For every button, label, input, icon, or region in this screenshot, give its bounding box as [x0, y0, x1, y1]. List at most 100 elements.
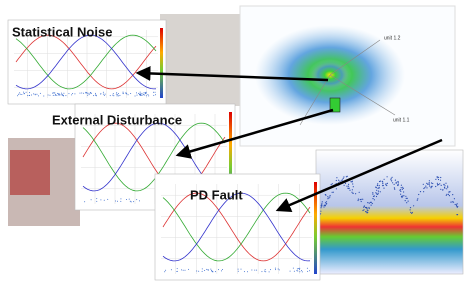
panel-part	[275, 268, 276, 269]
panel-part	[449, 195, 450, 196]
panel-part	[141, 93, 142, 94]
panel-part	[131, 201, 132, 202]
panel-part	[302, 271, 303, 272]
panel-part	[19, 92, 20, 93]
panel-part	[164, 271, 165, 272]
panel-part	[327, 198, 328, 199]
panel-part	[359, 192, 360, 193]
panel-part	[63, 95, 64, 96]
panel-part	[431, 182, 432, 183]
panel-part	[386, 185, 387, 186]
panel-part	[79, 93, 80, 94]
panel-part	[104, 95, 105, 96]
panel-part	[439, 183, 440, 184]
panel-part	[143, 92, 144, 93]
panel-part	[387, 183, 388, 184]
panel-part	[397, 185, 398, 186]
panel-part	[138, 93, 139, 94]
panel-part	[297, 268, 298, 269]
panel-part	[444, 187, 445, 188]
panel-part	[425, 186, 426, 187]
panel-part	[89, 94, 90, 95]
panel-part	[40, 93, 41, 94]
panel-part	[31, 95, 32, 96]
panel-part	[240, 269, 241, 270]
panel-part	[368, 207, 369, 208]
panel-part	[424, 187, 425, 188]
panel-part	[325, 195, 326, 196]
panel-part	[153, 95, 154, 96]
panel-part	[20, 94, 21, 95]
panel-part	[403, 188, 404, 189]
panel-part	[129, 199, 130, 200]
panel-part	[130, 93, 131, 94]
panel-part	[118, 93, 119, 94]
panel-part	[90, 92, 91, 93]
panel-part	[91, 93, 92, 94]
panel-part	[86, 92, 87, 93]
panel-part	[58, 94, 59, 95]
panel-part	[55, 94, 56, 95]
panel-part	[446, 188, 447, 189]
panel-part	[375, 192, 376, 193]
panel-part	[96, 201, 97, 202]
panel-part	[376, 196, 377, 197]
scatter-panel: unit 1.2 unit 1.1	[240, 6, 455, 146]
panel-part	[392, 182, 393, 183]
panel-part	[440, 180, 441, 181]
panel-part	[438, 177, 439, 178]
panel-part	[401, 185, 402, 186]
panel-part	[133, 201, 134, 202]
panel-part	[367, 208, 368, 209]
panel-part	[378, 191, 379, 192]
panel-part	[408, 201, 409, 202]
panel-part	[375, 187, 376, 188]
panel-part	[136, 92, 137, 93]
panel-part	[348, 184, 349, 185]
panel-part	[382, 181, 383, 182]
panel-part	[145, 93, 146, 94]
panel-part	[176, 271, 177, 272]
panel-part	[423, 184, 424, 185]
panel-part	[352, 181, 353, 182]
panel-part	[413, 205, 414, 206]
panel-part	[91, 199, 92, 200]
panel-part	[446, 194, 447, 195]
panel-part	[181, 269, 182, 270]
panel-part	[57, 93, 58, 94]
panel-part	[116, 94, 117, 95]
panel-part	[35, 94, 36, 95]
panel-part	[61, 93, 62, 94]
panel-part	[143, 94, 144, 95]
panel-part	[298, 268, 299, 269]
panel-part	[269, 271, 270, 272]
panel-part	[87, 93, 88, 94]
panel-part	[296, 270, 297, 271]
panel-part	[112, 95, 113, 96]
panel-part	[202, 271, 203, 272]
panel-part	[130, 201, 131, 202]
panel-part	[145, 92, 146, 93]
panel-part	[355, 193, 356, 194]
panel-part	[372, 194, 373, 195]
panel-part	[212, 271, 213, 272]
panel-part	[338, 180, 339, 181]
panel-part	[387, 176, 388, 177]
panel-part	[444, 185, 445, 186]
panel-part	[441, 185, 442, 186]
panel-part	[330, 195, 331, 196]
panel-part	[146, 92, 147, 93]
panel-part	[297, 271, 298, 272]
panel	[316, 150, 463, 274]
panel-label: External Disturbance	[52, 112, 182, 127]
panel-part	[84, 201, 85, 202]
panel-part	[321, 203, 322, 204]
panel-part	[320, 211, 321, 212]
panel-part	[208, 270, 209, 271]
panel-part	[140, 94, 141, 95]
panel-part	[457, 207, 458, 208]
panel-part	[56, 95, 57, 96]
panel-part	[402, 187, 403, 188]
panel-part	[448, 192, 449, 193]
panel-part	[105, 94, 106, 95]
